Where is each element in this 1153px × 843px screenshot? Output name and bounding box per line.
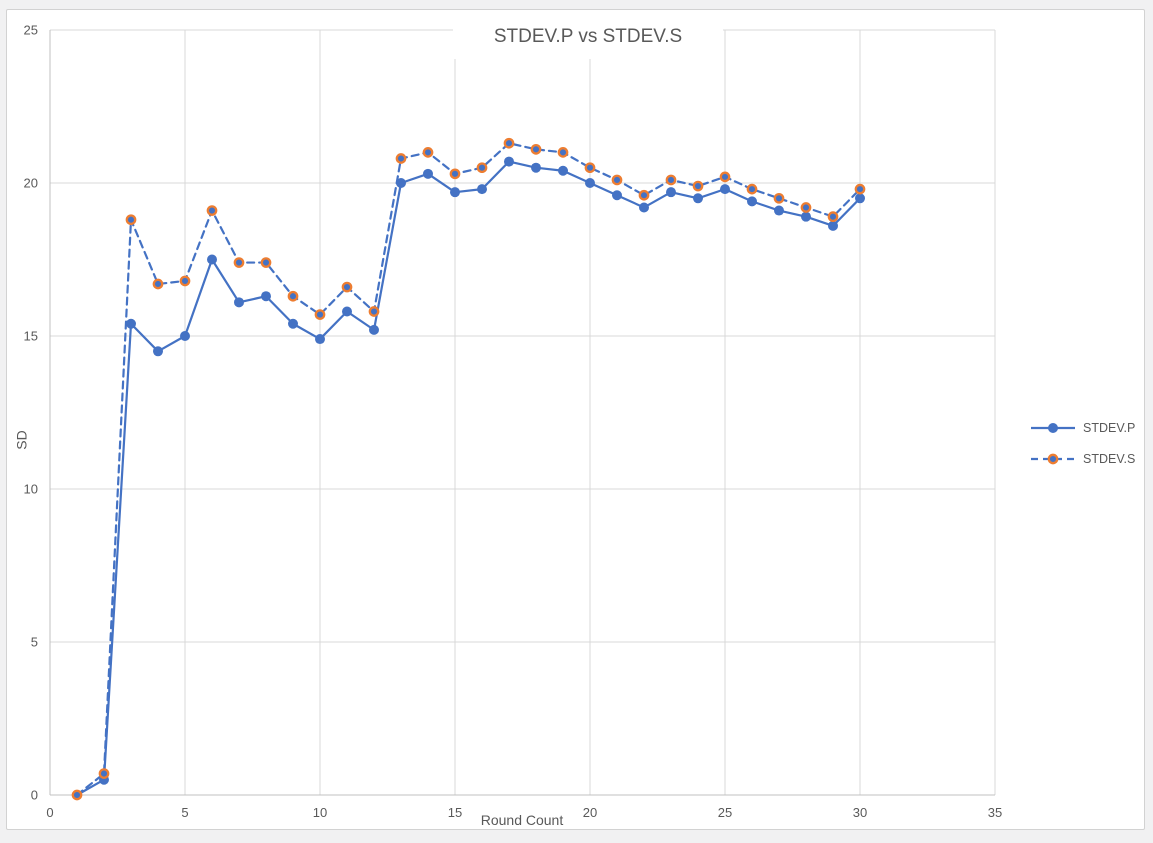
data-point-stdev-s — [71, 789, 83, 801]
y-tick-label: 20 — [24, 176, 38, 191]
data-point-stdev-s — [665, 174, 677, 186]
data-point-stdev-p — [396, 178, 406, 188]
data-point-stdev-s — [206, 205, 218, 216]
data-point-stdev-s — [422, 147, 434, 158]
data-point-stdev-p — [612, 190, 622, 201]
data-point-stdev-p — [693, 193, 703, 204]
x-tick-label: 35 — [988, 805, 1002, 820]
data-point-stdev-p — [423, 168, 433, 179]
data-point-stdev-p — [126, 318, 136, 329]
x-tick-label: 30 — [853, 805, 867, 820]
data-point-stdev-s — [368, 306, 380, 317]
y-tick-label: 15 — [24, 329, 38, 344]
data-point-stdev-p — [180, 331, 190, 341]
data-point-stdev-p — [261, 291, 271, 302]
data-point-stdev-p — [855, 193, 865, 204]
data-point-stdev-p — [585, 178, 595, 188]
chart-title: STDEV.P vs STDEV.S — [453, 14, 723, 59]
y-tick-label: 0 — [31, 788, 38, 803]
data-point-stdev-p — [720, 184, 730, 195]
data-point-stdev-p — [153, 346, 163, 357]
legend-label-stdev-s: STDEV.S — [1083, 452, 1136, 466]
data-point-stdev-s — [125, 214, 137, 226]
data-point-stdev-p — [450, 187, 460, 198]
data-point-stdev-p — [774, 205, 784, 216]
x-tick-label: 5 — [181, 805, 188, 820]
x-tick-label: 0 — [46, 805, 53, 820]
data-point-stdev-s — [260, 257, 272, 268]
data-point-stdev-s — [287, 290, 299, 302]
data-point-stdev-p — [477, 184, 487, 195]
data-point-stdev-p — [531, 162, 541, 173]
x-tick-label: 15 — [448, 805, 462, 820]
data-point-stdev-p — [666, 187, 676, 198]
data-point-stdev-s — [611, 174, 623, 186]
data-point-stdev-p — [801, 211, 811, 222]
data-point-stdev-p — [558, 165, 568, 176]
data-point-stdev-p — [639, 202, 649, 213]
data-point-stdev-p — [342, 306, 352, 317]
data-point-stdev-p — [828, 220, 838, 231]
legend-item-stdev-s[interactable]: STDEV.S — [1030, 447, 1135, 471]
y-tick-label: 25 — [24, 23, 38, 38]
data-point-stdev-s — [476, 162, 488, 174]
data-point-stdev-s — [827, 211, 839, 223]
data-point-stdev-s — [152, 278, 164, 290]
data-point-stdev-s — [449, 168, 461, 180]
data-point-stdev-p — [288, 318, 298, 329]
y-axis-title: SD — [13, 430, 30, 450]
series-line-stdev-s — [75, 142, 862, 797]
stdev-p-line-swatch — [1031, 423, 1075, 433]
x-tick-label: 10 — [313, 805, 327, 820]
legend-item-stdev-p[interactable]: STDEV.P — [1030, 416, 1135, 440]
legend: STDEV.P STDEV.S — [1030, 416, 1135, 471]
data-point-stdev-s — [179, 275, 191, 287]
stdev-s-line-swatch — [1031, 453, 1075, 465]
y-tick-label: 5 — [31, 635, 38, 650]
data-point-stdev-s — [341, 281, 353, 293]
data-point-stdev-s — [638, 189, 650, 201]
chart-frame[interactable] — [6, 9, 1145, 830]
x-tick-label: 20 — [583, 805, 597, 820]
data-point-stdev-p — [747, 196, 757, 207]
data-point-stdev-s — [314, 309, 326, 320]
data-point-stdev-s — [557, 147, 569, 158]
x-axis-title: Round Count — [480, 812, 564, 828]
data-point-stdev-s — [773, 192, 785, 204]
data-point-stdev-s — [800, 202, 812, 213]
data-point-stdev-s — [854, 183, 866, 195]
data-point-stdev-s — [233, 257, 245, 268]
data-point-stdev-s — [395, 153, 407, 164]
y-tick-label: 10 — [24, 482, 38, 497]
data-point-stdev-s — [692, 180, 704, 192]
data-point-stdev-s — [719, 171, 731, 183]
data-point-stdev-s — [98, 768, 110, 779]
data-point-stdev-s — [503, 137, 515, 149]
x-tick-label: 25 — [718, 805, 732, 820]
data-point-stdev-p — [207, 254, 217, 265]
data-point-stdev-s — [584, 162, 596, 174]
legend-label-stdev-p: STDEV.P — [1083, 421, 1136, 435]
data-point-stdev-s — [530, 143, 542, 155]
data-point-stdev-p — [504, 156, 514, 167]
data-point-stdev-p — [315, 334, 325, 345]
data-point-stdev-s — [746, 183, 758, 195]
data-point-stdev-p — [234, 297, 244, 308]
data-point-stdev-p — [369, 324, 379, 335]
